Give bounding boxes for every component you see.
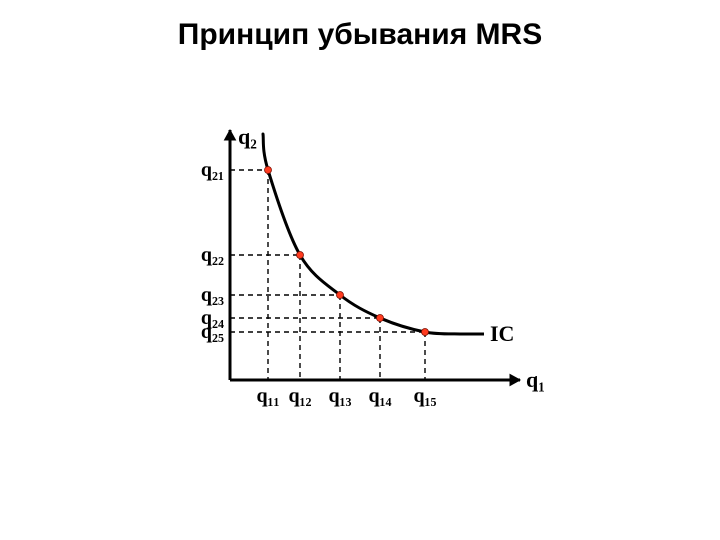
y-tick-label: q₂₂ [201, 244, 224, 266]
indifference-curve [263, 134, 460, 334]
y-tick-label: q₂₁ [201, 159, 224, 181]
x-tick-label: q₁₁ [256, 385, 279, 407]
y-axis-label: q₂ [238, 124, 257, 149]
guides [230, 170, 425, 380]
y-tick-label: q₂₅ [201, 321, 224, 343]
x-axis-label: q₁ [526, 367, 545, 392]
slide-title: Принцип убывания MRS [0, 18, 720, 52]
x-tick-label: q₁₃ [328, 385, 351, 407]
curve-points [265, 167, 429, 336]
curve-label: IC [490, 321, 514, 346]
y-tick-label: q₂₃ [201, 284, 224, 306]
mrs-chart: q₂q₁q₂₁q₁₁q₂₂q₁₂q₂₃q₁₃q₂₄q₁₄q₂₅q₁₅IC [160, 120, 560, 420]
slide: Принцип убывания MRS q₂ q₁ q₂₁ q₁₁ q₂₂ q₁₂ q₂₃… [0, 0, 720, 540]
x-tick-label: q₁₄ [368, 385, 391, 407]
x-tick-label: q₁₂ [288, 385, 311, 407]
x-tick-label: q₁₅ [413, 385, 436, 407]
